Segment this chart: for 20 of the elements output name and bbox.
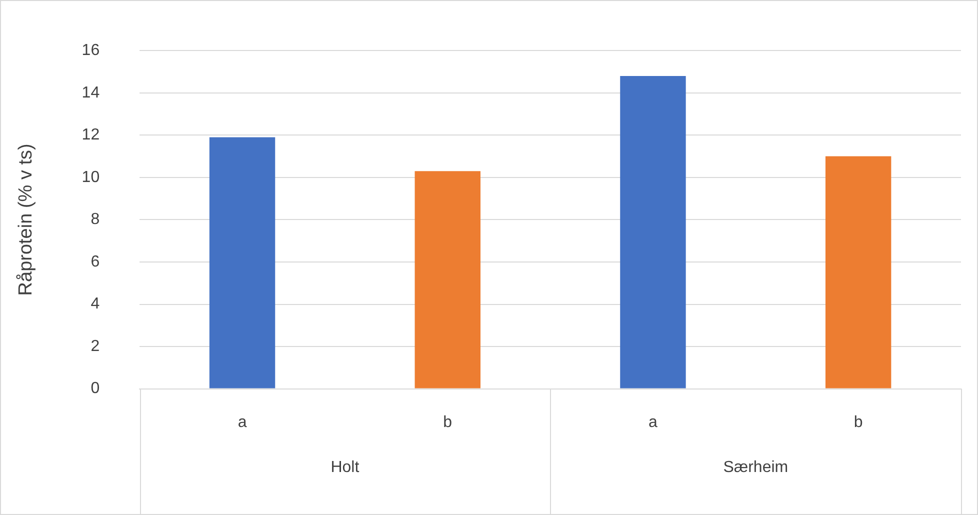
y-tick-label: 14 xyxy=(82,84,100,102)
y-tick-label: 2 xyxy=(90,338,100,355)
x-tick-label: b xyxy=(443,414,452,431)
text: Særheim xyxy=(723,459,788,476)
y-tick-label: 0 xyxy=(90,380,100,398)
y-tick-label: 4 xyxy=(90,296,100,313)
bar xyxy=(620,76,686,388)
y-axis-title: Råprotein (% v ts) xyxy=(16,144,37,296)
x-tick-label: a xyxy=(238,414,247,431)
x-tick-label: a xyxy=(648,414,658,431)
bar xyxy=(209,137,276,388)
bar xyxy=(414,171,480,388)
y-tick-label: 16 xyxy=(82,42,100,60)
y-tick-label: 6 xyxy=(90,253,100,270)
y-tick-label: 8 xyxy=(90,211,100,228)
y-tick-label: 10 xyxy=(82,168,100,186)
text: Holt xyxy=(330,459,360,476)
x-tick-label: b xyxy=(854,414,863,431)
y-tick-label: 12 xyxy=(82,126,100,144)
bar xyxy=(825,156,892,388)
